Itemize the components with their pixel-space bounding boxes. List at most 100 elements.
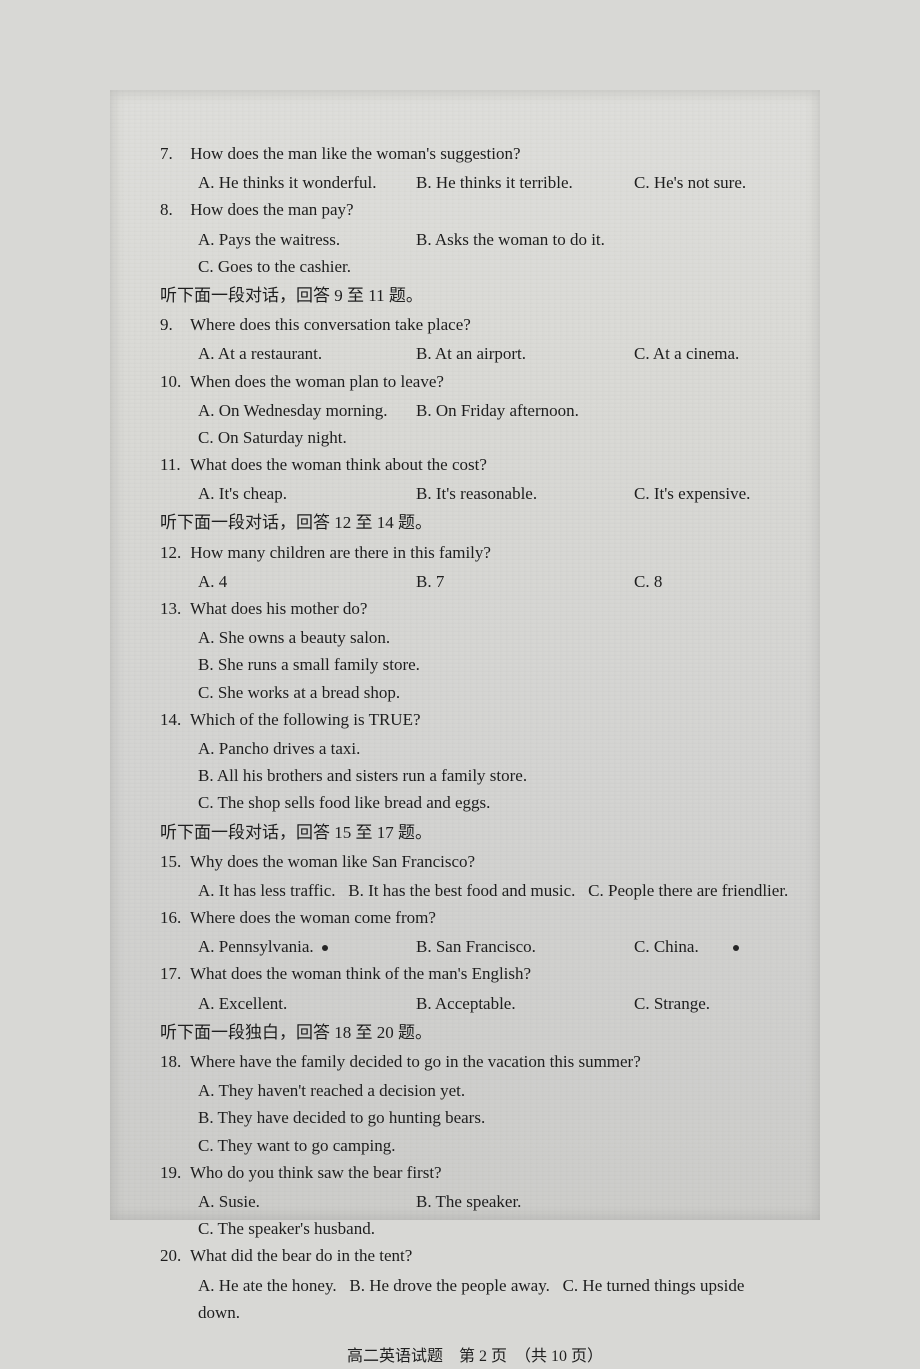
section-heading-12-14: 听下面一段对话，回答 12 至 14 题。 xyxy=(160,509,790,536)
question-text: What does the woman think of the man's E… xyxy=(190,964,531,983)
question-7-options: A. He thinks it wonderful. B. He thinks … xyxy=(160,169,790,196)
question-number: 7. xyxy=(160,140,186,167)
question-13: 13. What does his mother do? xyxy=(160,595,790,622)
question-number: 12. xyxy=(160,539,186,566)
question-number: 19. xyxy=(160,1159,186,1186)
option-b: B. All his brothers and sisters run a fa… xyxy=(160,762,790,789)
option-c: C. On Saturday night. xyxy=(198,424,347,451)
question-number: 9. xyxy=(160,311,186,338)
question-text: Why does the woman like San Francisco? xyxy=(190,852,475,871)
option-a: A. It's cheap. xyxy=(198,480,398,507)
option-b: B. 7 xyxy=(416,568,616,595)
question-text: Where does the woman come from? xyxy=(190,908,436,927)
question-11-options: A. It's cheap. B. It's reasonable. C. It… xyxy=(160,480,790,507)
noise-dot-icon xyxy=(733,945,739,951)
question-number: 15. xyxy=(160,848,186,875)
option-b: B. Acceptable. xyxy=(416,990,616,1017)
question-number: 20. xyxy=(160,1242,186,1269)
option-a: A. She owns a beauty salon. xyxy=(160,624,790,651)
option-c: C. China. xyxy=(634,933,739,960)
option-c: C. She works at a bread shop. xyxy=(160,679,790,706)
question-15: 15. Why does the woman like San Francisc… xyxy=(160,848,790,875)
question-16: 16. Where does the woman come from? xyxy=(160,904,790,931)
option-c: C. Goes to the cashier. xyxy=(198,253,351,280)
question-14: 14. Which of the following is TRUE? xyxy=(160,706,790,733)
option-a: A. 4 xyxy=(198,568,398,595)
section-heading-9-11: 听下面一段对话，回答 9 至 11 题。 xyxy=(160,282,790,309)
option-b: B. The speaker. xyxy=(416,1188,616,1215)
option-a: A. On Wednesday morning. xyxy=(198,397,398,424)
question-text: Who do you think saw the bear first? xyxy=(190,1163,442,1182)
option-c: C. The shop sells food like bread and eg… xyxy=(160,789,790,816)
question-number: 11. xyxy=(160,451,186,478)
question-text: Which of the following is TRUE? xyxy=(190,710,421,729)
question-text: Where have the family decided to go in t… xyxy=(190,1052,641,1071)
option-b: B. At an airport. xyxy=(416,340,616,367)
question-text: How does the man like the woman's sugges… xyxy=(190,144,520,163)
question-12: 12. How many children are there in this … xyxy=(160,539,790,566)
question-9-options: A. At a restaurant. B. At an airport. C.… xyxy=(160,340,790,367)
question-12-options: A. 4 B. 7 C. 8 xyxy=(160,568,790,595)
question-18: 18. Where have the family decided to go … xyxy=(160,1048,790,1075)
question-17: 17. What does the woman think of the man… xyxy=(160,960,790,987)
option-c: C. He's not sure. xyxy=(634,169,746,196)
option-c: C. 8 xyxy=(634,568,662,595)
question-number: 10. xyxy=(160,368,186,395)
option-b: B. It has the best food and music. xyxy=(348,881,575,900)
question-17-options: A. Excellent. B. Acceptable. C. Strange. xyxy=(160,990,790,1017)
question-number: 16. xyxy=(160,904,186,931)
option-a: A. Pennsylvania. xyxy=(198,933,398,960)
question-text: What does the woman think about the cost… xyxy=(190,455,487,474)
question-text: How many children are there in this fami… xyxy=(190,543,491,562)
option-c-text: C. China. xyxy=(634,937,699,956)
option-c: C. The speaker's husband. xyxy=(198,1215,375,1242)
option-c: C. At a cinema. xyxy=(634,340,739,367)
option-c: C. They want to go camping. xyxy=(160,1132,790,1159)
option-a-text: A. Pennsylvania. xyxy=(198,937,314,956)
option-b: B. San Francisco. xyxy=(416,933,616,960)
option-c: C. It's expensive. xyxy=(634,480,750,507)
question-number: 14. xyxy=(160,706,186,733)
option-b: B. They have decided to go hunting bears… xyxy=(160,1104,790,1131)
question-text: What did the bear do in the tent? xyxy=(190,1246,412,1265)
question-10-options: A. On Wednesday morning. B. On Friday af… xyxy=(160,397,790,451)
option-a: A. Susie. xyxy=(198,1188,398,1215)
option-c: C. People there are friendlier. xyxy=(588,881,788,900)
question-7: 7. How does the man like the woman's sug… xyxy=(160,140,790,167)
option-b: B. Asks the woman to do it. xyxy=(416,226,616,253)
option-b: B. She runs a small family store. xyxy=(160,651,790,678)
option-a: A. Pays the waitress. xyxy=(198,226,398,253)
option-a: A. It has less traffic. xyxy=(198,881,336,900)
noise-dot-icon xyxy=(322,945,328,951)
question-20-options: A. He ate the honey. B. He drove the peo… xyxy=(160,1272,790,1326)
option-b: B. He drove the people away. xyxy=(349,1276,549,1295)
question-20: 20. What did the bear do in the tent? xyxy=(160,1242,790,1269)
question-text: Where does this conversation take place? xyxy=(190,315,471,334)
question-number: 17. xyxy=(160,960,186,987)
exam-page: 7. How does the man like the woman's sug… xyxy=(110,90,820,1220)
question-10: 10. When does the woman plan to leave? xyxy=(160,368,790,395)
option-a: A. He thinks it wonderful. xyxy=(198,169,398,196)
question-9: 9. Where does this conversation take pla… xyxy=(160,311,790,338)
question-11: 11. What does the woman think about the … xyxy=(160,451,790,478)
option-a: A. Pancho drives a taxi. xyxy=(160,735,790,762)
option-a: A. Excellent. xyxy=(198,990,398,1017)
question-text: What does his mother do? xyxy=(190,599,368,618)
section-heading-18-20: 听下面一段独白，回答 18 至 20 题。 xyxy=(160,1019,790,1046)
question-15-options: A. It has less traffic. B. It has the be… xyxy=(160,877,790,904)
question-number: 13. xyxy=(160,595,186,622)
question-16-options: A. Pennsylvania. B. San Francisco. C. Ch… xyxy=(160,933,790,960)
question-8-options: A. Pays the waitress. B. Asks the woman … xyxy=(160,226,790,280)
question-8: 8. How does the man pay? xyxy=(160,196,790,223)
option-c: C. Strange. xyxy=(634,990,710,1017)
question-text: When does the woman plan to leave? xyxy=(190,372,444,391)
page-footer: 高二英语试题 第 2 页 （共 10 页） xyxy=(160,1344,790,1369)
option-b: B. It's reasonable. xyxy=(416,480,616,507)
question-19-options: A. Susie. B. The speaker. C. The speaker… xyxy=(160,1188,790,1242)
option-b: B. On Friday afternoon. xyxy=(416,397,616,424)
question-number: 18. xyxy=(160,1048,186,1075)
question-19: 19. Who do you think saw the bear first? xyxy=(160,1159,790,1186)
question-text: How does the man pay? xyxy=(190,200,353,219)
option-b: B. He thinks it terrible. xyxy=(416,169,616,196)
section-heading-15-17: 听下面一段对话，回答 15 至 17 题。 xyxy=(160,819,790,846)
